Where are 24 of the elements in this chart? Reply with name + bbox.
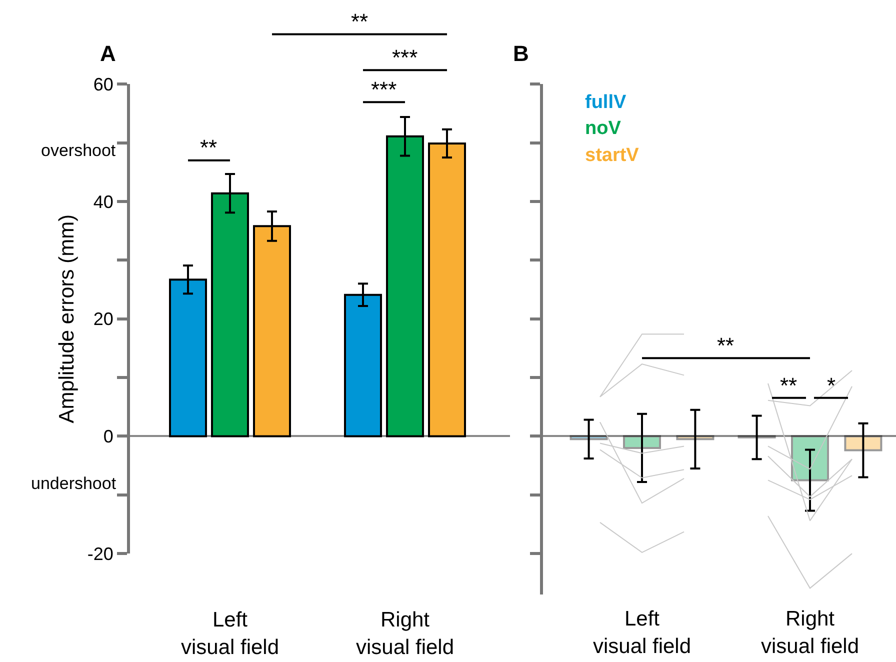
text: *** <box>392 45 418 70</box>
chart-title: A <box>100 41 116 66</box>
annotation: * <box>827 373 836 398</box>
annotation: *** <box>371 77 398 102</box>
y-axis-title: Amplitude errors (mm) <box>56 214 79 424</box>
annotation: ** <box>780 373 798 398</box>
text: noV <box>585 118 622 139</box>
text: overshoot <box>41 141 116 160</box>
annotation: ** <box>717 333 735 358</box>
text: startV <box>585 145 640 166</box>
text: fullV <box>585 92 626 113</box>
y-tick-label: 40 <box>93 192 114 212</box>
y-tick-label: 60 <box>93 74 114 94</box>
y-tick-label: -20 <box>87 544 114 564</box>
chart-title: B <box>513 41 529 66</box>
y-tick-label: 0 <box>103 426 114 447</box>
x-tick-label: Right visual field <box>356 608 454 659</box>
text: undershoot <box>31 474 116 493</box>
x-tick-label: Right visual field <box>760 608 860 658</box>
annotation: ** <box>200 135 218 160</box>
x-tick-label: Left visual field <box>592 608 692 658</box>
x-tick-label: Left visual field <box>180 608 280 659</box>
y-tick-label: 20 <box>93 309 114 330</box>
text: ** <box>351 9 369 34</box>
